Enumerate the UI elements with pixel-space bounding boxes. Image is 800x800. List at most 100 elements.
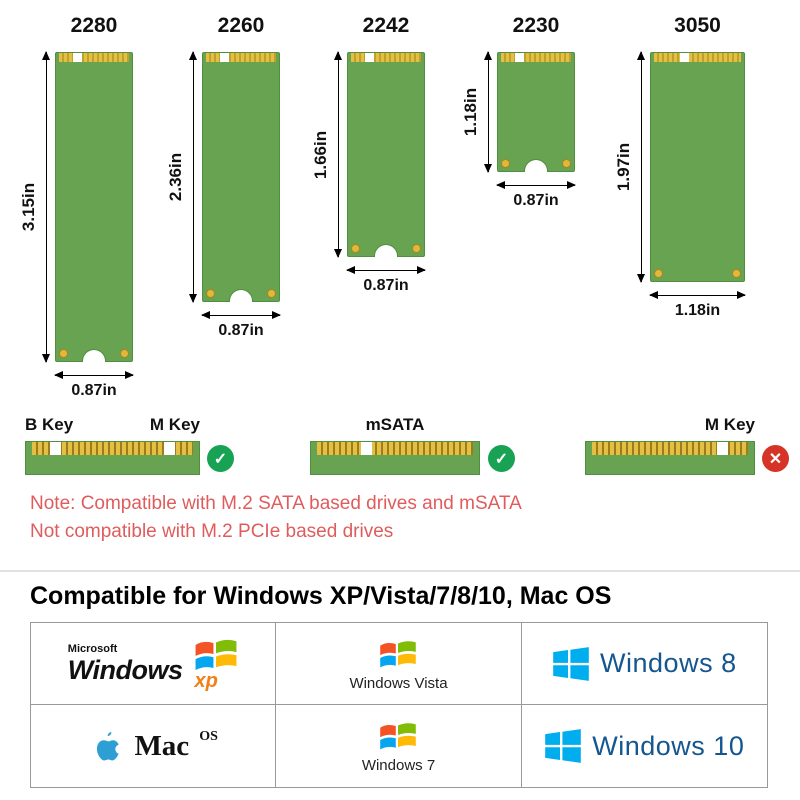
windows-10-label: Windows 10 [592,730,745,761]
pcb-2260 [202,52,280,302]
key-notch [73,53,82,62]
width-label: 0.87in [363,277,409,294]
length-dimension: 1.66in [303,51,343,258]
width-arrow [201,311,281,319]
screw-hole [654,269,663,278]
windows-flag-icon [195,639,236,670]
check-icon: ✓ [207,445,234,472]
os-compatibility-table: Microsoft Windows xp Windows Vista Windo… [30,622,768,788]
length-arrow [189,51,197,303]
msata-key-notch [361,442,373,455]
length-arrow [42,51,50,363]
width-dimension: 0.87in [346,265,426,299]
key-notch [365,53,374,62]
mount-notch [524,159,548,172]
card-2280: 2280 3.15in 0.87in [19,14,134,404]
windows-7-label: Windows 7 [361,757,436,774]
key-notch [515,53,524,62]
length-label: 2.36in [166,152,185,202]
pcb-2242 [347,52,425,257]
os-cell-windows-8: Windows 8 [521,623,767,705]
model-label-3050: 3050 [674,14,721,37]
model-label-2280: 2280 [70,14,118,37]
edge-connector [351,53,421,62]
os-cell-windows-xp: Microsoft Windows xp [31,623,277,705]
screw-hole [732,269,741,278]
pcb-2280 [55,52,133,362]
gold-fingers [32,442,193,455]
cross-icon: ✕ [762,445,789,472]
b-key-notch [50,442,62,455]
connector-board [25,441,200,475]
windows-flat-logo-icon [545,729,582,763]
screw-hole [59,349,68,358]
pcb-3050 [650,52,745,282]
width-label: 1.18in [674,302,721,319]
windows-vista-label: Windows Vista [349,674,448,692]
length-dimension: 1.18in [453,51,493,173]
m-key-label: M Key [149,415,200,434]
windows-flag-icon [380,640,417,667]
length-arrow [637,51,645,283]
edge-connector [501,53,571,62]
length-dimension: 2.36in [158,51,198,303]
model-label-2260: 2260 [217,14,265,37]
connector-labels: M Key [585,415,755,437]
section-divider [0,570,800,572]
width-label: 0.87in [513,192,559,209]
mount-notch [229,289,253,302]
length-label: 3.15in [19,182,38,232]
edge-connector [59,53,129,62]
screw-hole [562,159,571,168]
key-type-section: B Key M Key ✓ mSATA ✓ M Key ✕ [0,415,800,487]
mount-notch [374,244,398,257]
card-2242: 2242 1.66in 0.87in [311,14,426,299]
length-dimension: 1.97in [606,51,646,283]
screw-hole [501,159,510,168]
width-arrow [54,371,134,379]
os-cell-windows-7: Windows 7 [276,705,522,787]
windows-xp-wordmark: Microsoft Windows [67,643,183,685]
windows-8-label: Windows 8 [600,648,737,678]
length-label: 1.18in [461,87,480,137]
width-arrow [346,266,426,274]
gold-fingers [317,442,473,455]
connector-m-key: M Key [585,415,755,475]
b-key-label: B Key [25,415,74,434]
screw-hole [351,244,360,253]
connector-board [310,441,480,475]
card-2260: 2260 2.36in 0.87in [166,14,281,344]
card-2230: 2230 1.18in 0.87in [461,14,576,214]
compatibility-heading: Compatible for Windows XP/Vista/7/8/10, … [30,582,612,610]
windows-flat-logo-icon [553,646,589,681]
model-label-2242: 2242 [362,14,410,37]
m-key-notch [717,442,729,455]
width-arrow [649,291,746,299]
length-dimension: 3.15in [11,51,51,363]
mac-label: Mac [134,729,190,762]
length-arrow [484,51,492,173]
width-dimension: 1.18in [649,290,746,324]
windows-label: Windows [67,654,183,685]
gold-fingers [592,442,748,455]
connector-labels: mSATA [310,415,480,437]
width-dimension: 0.87in [201,310,281,344]
os-cell-mac-os: Mac OS [31,705,277,787]
screw-hole [267,289,276,298]
note-line-1: Note: Compatible with M.2 SATA based dri… [30,493,522,514]
m-key-notch [164,442,176,455]
note-line-2: Not compatible with M.2 PCIe based drive… [30,520,394,542]
connector-labels: B Key M Key [25,415,200,437]
width-dimension: 0.87in [54,370,134,404]
width-label: 0.87in [218,322,264,339]
msata-label: mSATA [365,415,425,434]
length-label: 1.97in [614,142,633,192]
key-notch [220,53,229,62]
apple-icon [97,731,125,761]
xp-suffix-label: xp [194,670,218,692]
os-cell-windows-10: Windows 10 [522,705,767,787]
screw-hole [412,244,421,253]
card-3050: 3050 1.97in 1.18in [614,14,746,324]
width-label: 0.87in [71,382,117,399]
compatibility-note: Note: Compatible with M.2 SATA based dri… [30,490,522,545]
